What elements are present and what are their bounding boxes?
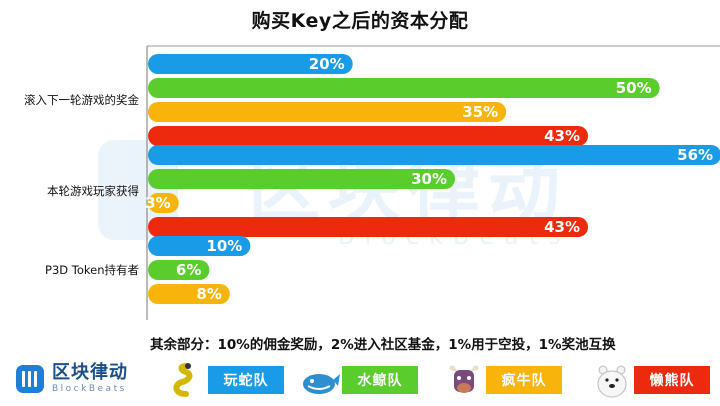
bar [148,217,589,237]
bear-icon [597,365,627,398]
value-label: 35% [462,103,498,121]
category-label: P3D Token持有者 [45,263,139,277]
value-label: 30% [411,170,447,188]
legend-label-whale: 水鲸队 [342,366,418,394]
legend-label-bull: 疯牛队 [486,366,562,394]
remainder-note: 其余部分：10%的佣金奖励，2%进入社区基金，1%用于空投，1%奖池互换 [150,337,616,353]
value-label: 43% [544,218,580,236]
bar [148,126,589,146]
snake-icon [173,363,193,397]
chart-title: 购买Key之后的资本分配 [251,10,469,32]
legend-label-bear: 懒熊队 [634,366,710,394]
blockbeats-logo: 区块律动 BlockBeats [16,364,128,394]
category-label: 本轮游戏玩家获得 [47,184,139,198]
bar-chart: 滚入下一轮游戏的奖金 20% 50% 35% 43% 本轮游戏玩家获得 56% 30% 3% 43… [24,45,720,320]
value-label: 43% [544,127,580,145]
bar [148,260,210,280]
legend: 区块律动 BlockBeats 玩蛇队 水鲸队 疯牛队 [0,356,720,406]
bar [148,193,179,213]
whale-icon [303,374,340,394]
value-label: 56% [677,146,713,164]
legend-label-snake: 玩蛇队 [208,366,284,394]
bar [148,169,455,189]
logo-text-cn: 区块律动 [52,362,128,383]
bar [148,78,660,98]
bar [148,102,507,122]
bar [148,284,230,304]
logo-text-en: BlockBeats [52,384,127,394]
value-label: 6% [176,261,201,279]
value-label: 10% [206,237,242,255]
bar [148,236,251,256]
category-label: 滚入下一轮游戏的奖金 [24,93,139,107]
value-label: 8% [196,285,221,303]
bar [148,145,720,165]
blockbeats-logo-icon [16,365,44,393]
value-label: 3% [145,194,170,212]
bull-icon [449,365,479,393]
value-label: 50% [616,79,652,97]
value-label: 20% [309,55,345,73]
bar [148,54,353,74]
